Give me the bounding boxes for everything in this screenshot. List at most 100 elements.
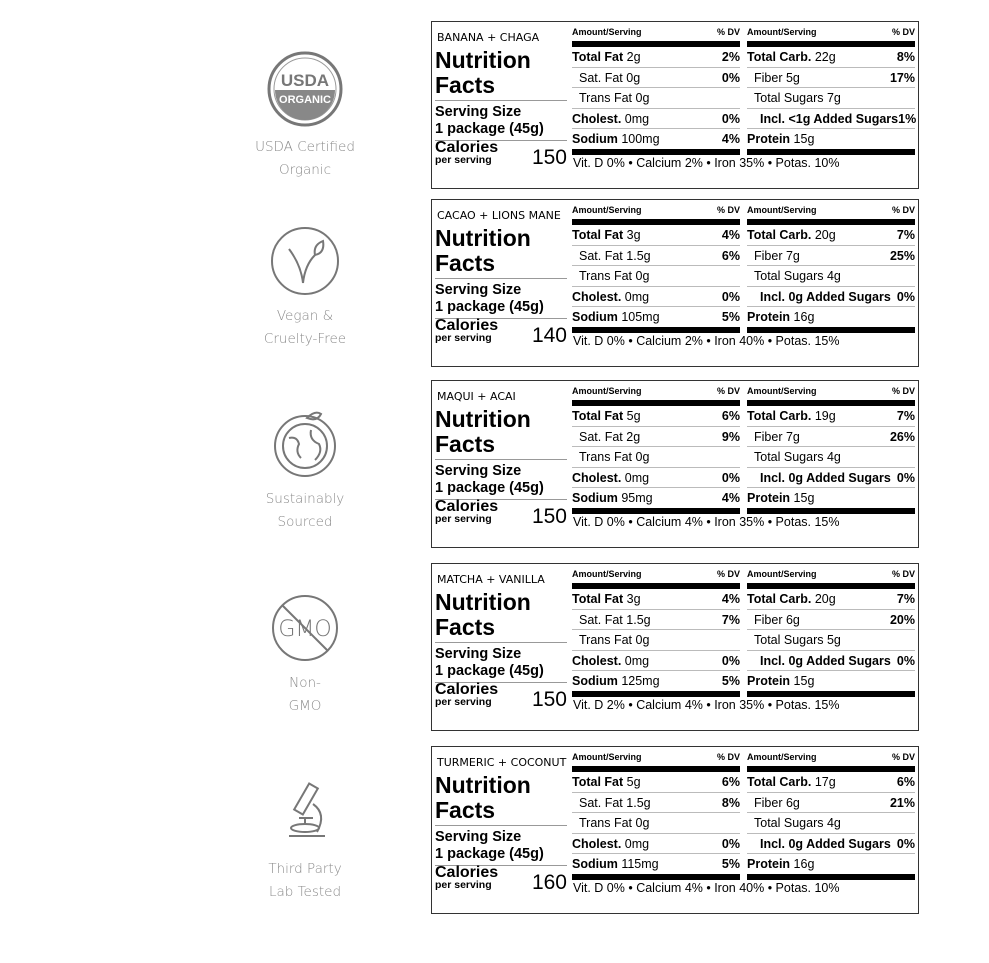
- nutrient-row: Sat. Fat 1.5g 8%: [572, 793, 740, 813]
- heading-line1: Nutrition: [435, 589, 531, 615]
- product-title: TURMERIC + COCONUT: [437, 756, 567, 769]
- serving-size-label: Serving Size: [435, 104, 522, 120]
- vitamins-minerals: Vit. D 0% • Calcium 4% • Iron 40% • Pota…: [573, 881, 840, 895]
- badge: USDA ORGANIC USDA Certified Organic: [240, 50, 370, 182]
- badge-caption-line1: USDA Certified: [255, 139, 355, 155]
- nutrient-dv: 7%: [896, 592, 915, 606]
- nutrient-amount: 95mg: [621, 491, 653, 505]
- vitamins-minerals: Vit. D 0% • Calcium 2% • Iron 40% • Pota…: [573, 334, 840, 348]
- nutrient-dv: 7%: [896, 409, 915, 423]
- badge-caption-line2: Organic: [278, 162, 332, 178]
- nutrient-row: Trans Fat 0g: [572, 813, 740, 834]
- amount-serving-header: Amount/Serving: [572, 569, 642, 579]
- nutrient-row: Cholest. 0mg 0%: [572, 651, 740, 671]
- badge: Vegan & Cruelty-Free: [240, 225, 370, 351]
- calories-label: Calories: [435, 317, 499, 334]
- nutrient-row: Fiber 7g 26%: [747, 427, 915, 447]
- nutrient-name: Total Carb.: [747, 592, 812, 606]
- nutrient-amount: 19g: [814, 409, 836, 423]
- nutrient-dv: 25%: [889, 248, 915, 263]
- nutrient-name: Protein: [747, 491, 791, 505]
- nutrient-name: Fiber: [754, 612, 783, 627]
- nutrient-column-left: Amount/Serving % DV Total Fat 5g 6% Sat. Fat…: [572, 752, 740, 880]
- nutrient-dv: 4%: [721, 592, 740, 606]
- product-title: MAQUI + ACAI: [437, 390, 516, 403]
- svg-text:ORGANIC: ORGANIC: [279, 94, 331, 106]
- nutrient-name: Sat. Fat: [579, 429, 623, 444]
- amount-serving-header: Amount/Serving: [747, 386, 817, 396]
- nutrient-name: Total Sugars: [754, 91, 824, 105]
- nutrient-amount: 3g: [626, 228, 641, 242]
- vegan-leaf-icon: [240, 225, 370, 297]
- nutrient-amount: 20g: [814, 592, 836, 606]
- nutrient-row: Sat. Fat 2g 9%: [572, 427, 740, 447]
- nutrient-dv: 0%: [721, 653, 740, 668]
- dv-header: % DV: [716, 752, 740, 762]
- heading-line2: Facts: [435, 614, 496, 640]
- nutrient-name: Total Fat: [572, 50, 624, 64]
- heading-line2: Facts: [435, 431, 496, 457]
- nutrient-name: Total Carb.: [747, 50, 812, 64]
- serving-size-value: 1 package (45g): [435, 299, 544, 315]
- nutrient-dv: 5%: [721, 310, 740, 324]
- dv-header: % DV: [716, 386, 740, 396]
- nutrient-amount: 115mg: [621, 857, 659, 871]
- nutrient-column-right: Amount/Serving % DV Total Carb. 20g 7% Fiber…: [747, 205, 915, 333]
- nutrient-name: Incl. 0g Added Sugars: [760, 470, 891, 485]
- nutrient-name: Sat. Fat: [579, 612, 623, 627]
- nutrient-row: Total Sugars 4g: [747, 447, 915, 468]
- globe-leaf-icon: [240, 408, 370, 480]
- amount-serving-header: Amount/Serving: [747, 752, 817, 762]
- nutrient-name: Total Carb.: [747, 228, 812, 242]
- nutrient-dv: 8%: [896, 50, 915, 64]
- nutrient-name: Trans Fat: [579, 450, 633, 464]
- badge: GMO Non- GMO: [240, 592, 370, 718]
- nutrient-row: Incl. <1g Added Sugars 1%: [747, 109, 917, 129]
- nutrient-dv: 6%: [721, 409, 740, 423]
- nutrient-dv: 6%: [721, 248, 740, 263]
- serving-size: Serving Size 1 package (45g): [435, 104, 567, 141]
- heading-line2: Facts: [435, 250, 496, 276]
- nutrient-name: Protein: [747, 674, 791, 688]
- nutrient-amount: 5g: [626, 409, 641, 423]
- nutrition-facts-heading: Nutrition Facts: [435, 407, 567, 460]
- nutrient-row: Total Carb. 19g 7%: [747, 406, 915, 427]
- dv-header: % DV: [891, 569, 915, 579]
- nutrient-name: Total Fat: [572, 592, 624, 606]
- heading-line1: Nutrition: [435, 772, 531, 798]
- nutrient-name: Cholest.: [572, 289, 622, 304]
- nutrient-name: Protein: [747, 132, 791, 146]
- nutrient-amount: 3g: [626, 592, 641, 606]
- nutrient-row: Protein 15g: [747, 129, 915, 155]
- nutrient-name: Fiber: [754, 70, 783, 85]
- dv-header: % DV: [891, 386, 915, 396]
- product-title: CACAO + LIONS MANE: [437, 209, 561, 222]
- nutrient-name: Sodium: [572, 310, 618, 324]
- nutrient-amount: 1.5g: [626, 795, 651, 810]
- nutrient-row: Total Fat 2g 2%: [572, 47, 740, 68]
- non-gmo-icon: GMO: [240, 592, 370, 664]
- nutrient-amount: 7g: [785, 429, 800, 444]
- nutrient-name: Incl. <1g Added Sugars: [760, 111, 899, 126]
- nutrient-row: Incl. 0g Added Sugars 0%: [747, 468, 915, 488]
- nutrient-name: Total Sugars: [754, 269, 824, 283]
- nutrient-name: Incl. 0g Added Sugars: [760, 289, 891, 304]
- nutrient-row: Protein 15g: [747, 671, 915, 697]
- nutrient-amount: 1.5g: [626, 612, 651, 627]
- heading-line2: Facts: [435, 797, 496, 823]
- nutrient-row: Fiber 6g 20%: [747, 610, 915, 630]
- nutrient-dv: 5%: [721, 857, 740, 871]
- nutrient-amount: 0g: [635, 450, 650, 464]
- nutrient-name: Sat. Fat: [579, 248, 623, 263]
- nutrient-dv: 0%: [721, 111, 740, 126]
- nutrient-row: Total Fat 5g 6%: [572, 772, 740, 793]
- nutrient-amount: 5g: [626, 775, 641, 789]
- nutrient-amount: 1.5g: [626, 248, 651, 263]
- nutrient-name: Total Fat: [572, 775, 624, 789]
- amount-serving-header: Amount/Serving: [747, 27, 817, 37]
- nutrient-row: Trans Fat 0g: [572, 88, 740, 109]
- nutrient-dv: 1%: [898, 111, 917, 126]
- nutrient-dv: 0%: [721, 836, 740, 851]
- calories: Calories per serving 150: [435, 140, 567, 170]
- badge-caption-line2: Lab Tested: [268, 884, 342, 900]
